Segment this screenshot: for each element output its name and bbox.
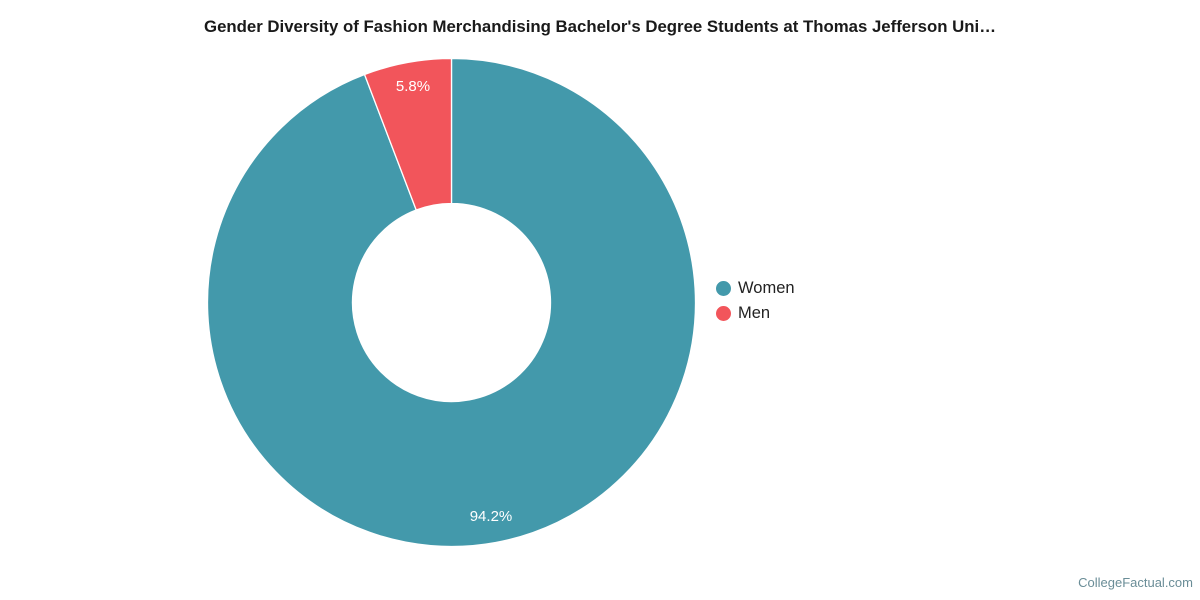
svg-text:94.2%: 94.2% bbox=[470, 508, 513, 525]
svg-text:5.8%: 5.8% bbox=[396, 78, 430, 95]
